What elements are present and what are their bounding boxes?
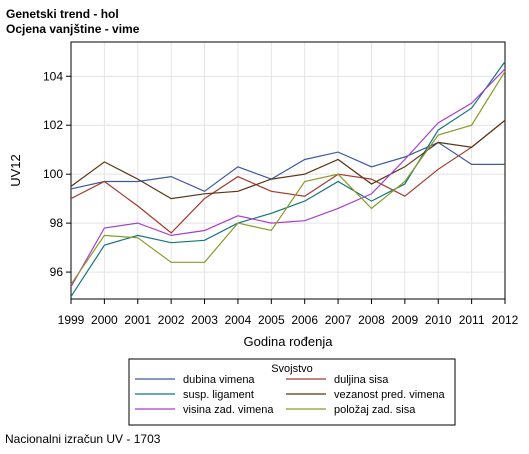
x-tick-label: 2004 (225, 313, 252, 327)
footnote: Nacionalni izračun UV - 1703 (5, 432, 161, 446)
x-tick-label: 2001 (124, 313, 151, 327)
x-axis-ticks: 1999 2000 2001 2002 2003 2004 2005 2006 2007 2008… (58, 299, 519, 327)
x-axis-label: Godina rođenja (244, 334, 334, 349)
grid-lines (70, 42, 506, 299)
series-line-susp-ligament (70, 61, 506, 297)
legend-label-visina-zad-vimena: visina zad. vimena (183, 404, 274, 416)
legend-label-susp-ligament: susp. ligament (183, 389, 254, 401)
legend-box (128, 358, 456, 426)
y-axis-label: UV12 (8, 154, 23, 187)
y-tick-label: 100 (43, 167, 63, 181)
x-tick-label: 2010 (425, 313, 452, 327)
plot-frame (70, 41, 506, 300)
series-line-vezanost-pred-vimena (70, 119, 506, 200)
legend-label-dubina-vimena: dubina vimena (183, 374, 255, 386)
y-axis-ticks: 96 98 100 102 104 (43, 69, 71, 279)
y-tick-label: 98 (50, 216, 64, 230)
legend: Svojstvo dubina vimena duljina sisa susp. … (128, 358, 456, 426)
chart-subtitle: Ocjena vanjštine - vime (6, 22, 140, 36)
series-line-duljina-sisa (70, 119, 506, 234)
legend-label-vezanost-pred-vimena: vezanost pred. vimena (334, 389, 446, 401)
series-layer (70, 61, 506, 297)
legend-label-duljina-sisa: duljina sisa (334, 374, 389, 386)
x-tick-label: 2007 (325, 313, 352, 327)
x-tick-label: 2000 (91, 313, 118, 327)
x-tick-label: 2008 (358, 313, 385, 327)
legend-title: Svojstvo (271, 363, 313, 375)
series-line-dubina-vimena (70, 141, 505, 192)
x-tick-label: 2009 (391, 313, 418, 327)
x-tick-label: 1999 (58, 313, 85, 327)
x-tick-label: 2003 (191, 313, 218, 327)
chart-title-block: Genetski trend - hol Ocjena vanjštine - … (6, 7, 139, 37)
legend-label-polo-aj-zad-sisa: položaj zad. sisa (334, 404, 416, 416)
x-tick-label: 2005 (258, 313, 285, 327)
y-tick-label: 104 (43, 69, 63, 83)
x-tick-label: 2002 (158, 313, 185, 327)
chart-title: Genetski trend - hol (6, 7, 119, 21)
x-tick-label: 2012 (492, 313, 519, 327)
y-tick-label: 102 (43, 118, 63, 132)
series-line-polo-aj-zad-sisa (70, 71, 506, 285)
x-tick-label: 2011 (459, 313, 485, 327)
series-line-visina-zad-vimena (70, 68, 506, 288)
x-tick-label: 2006 (291, 313, 318, 327)
y-tick-label: 96 (50, 265, 64, 279)
